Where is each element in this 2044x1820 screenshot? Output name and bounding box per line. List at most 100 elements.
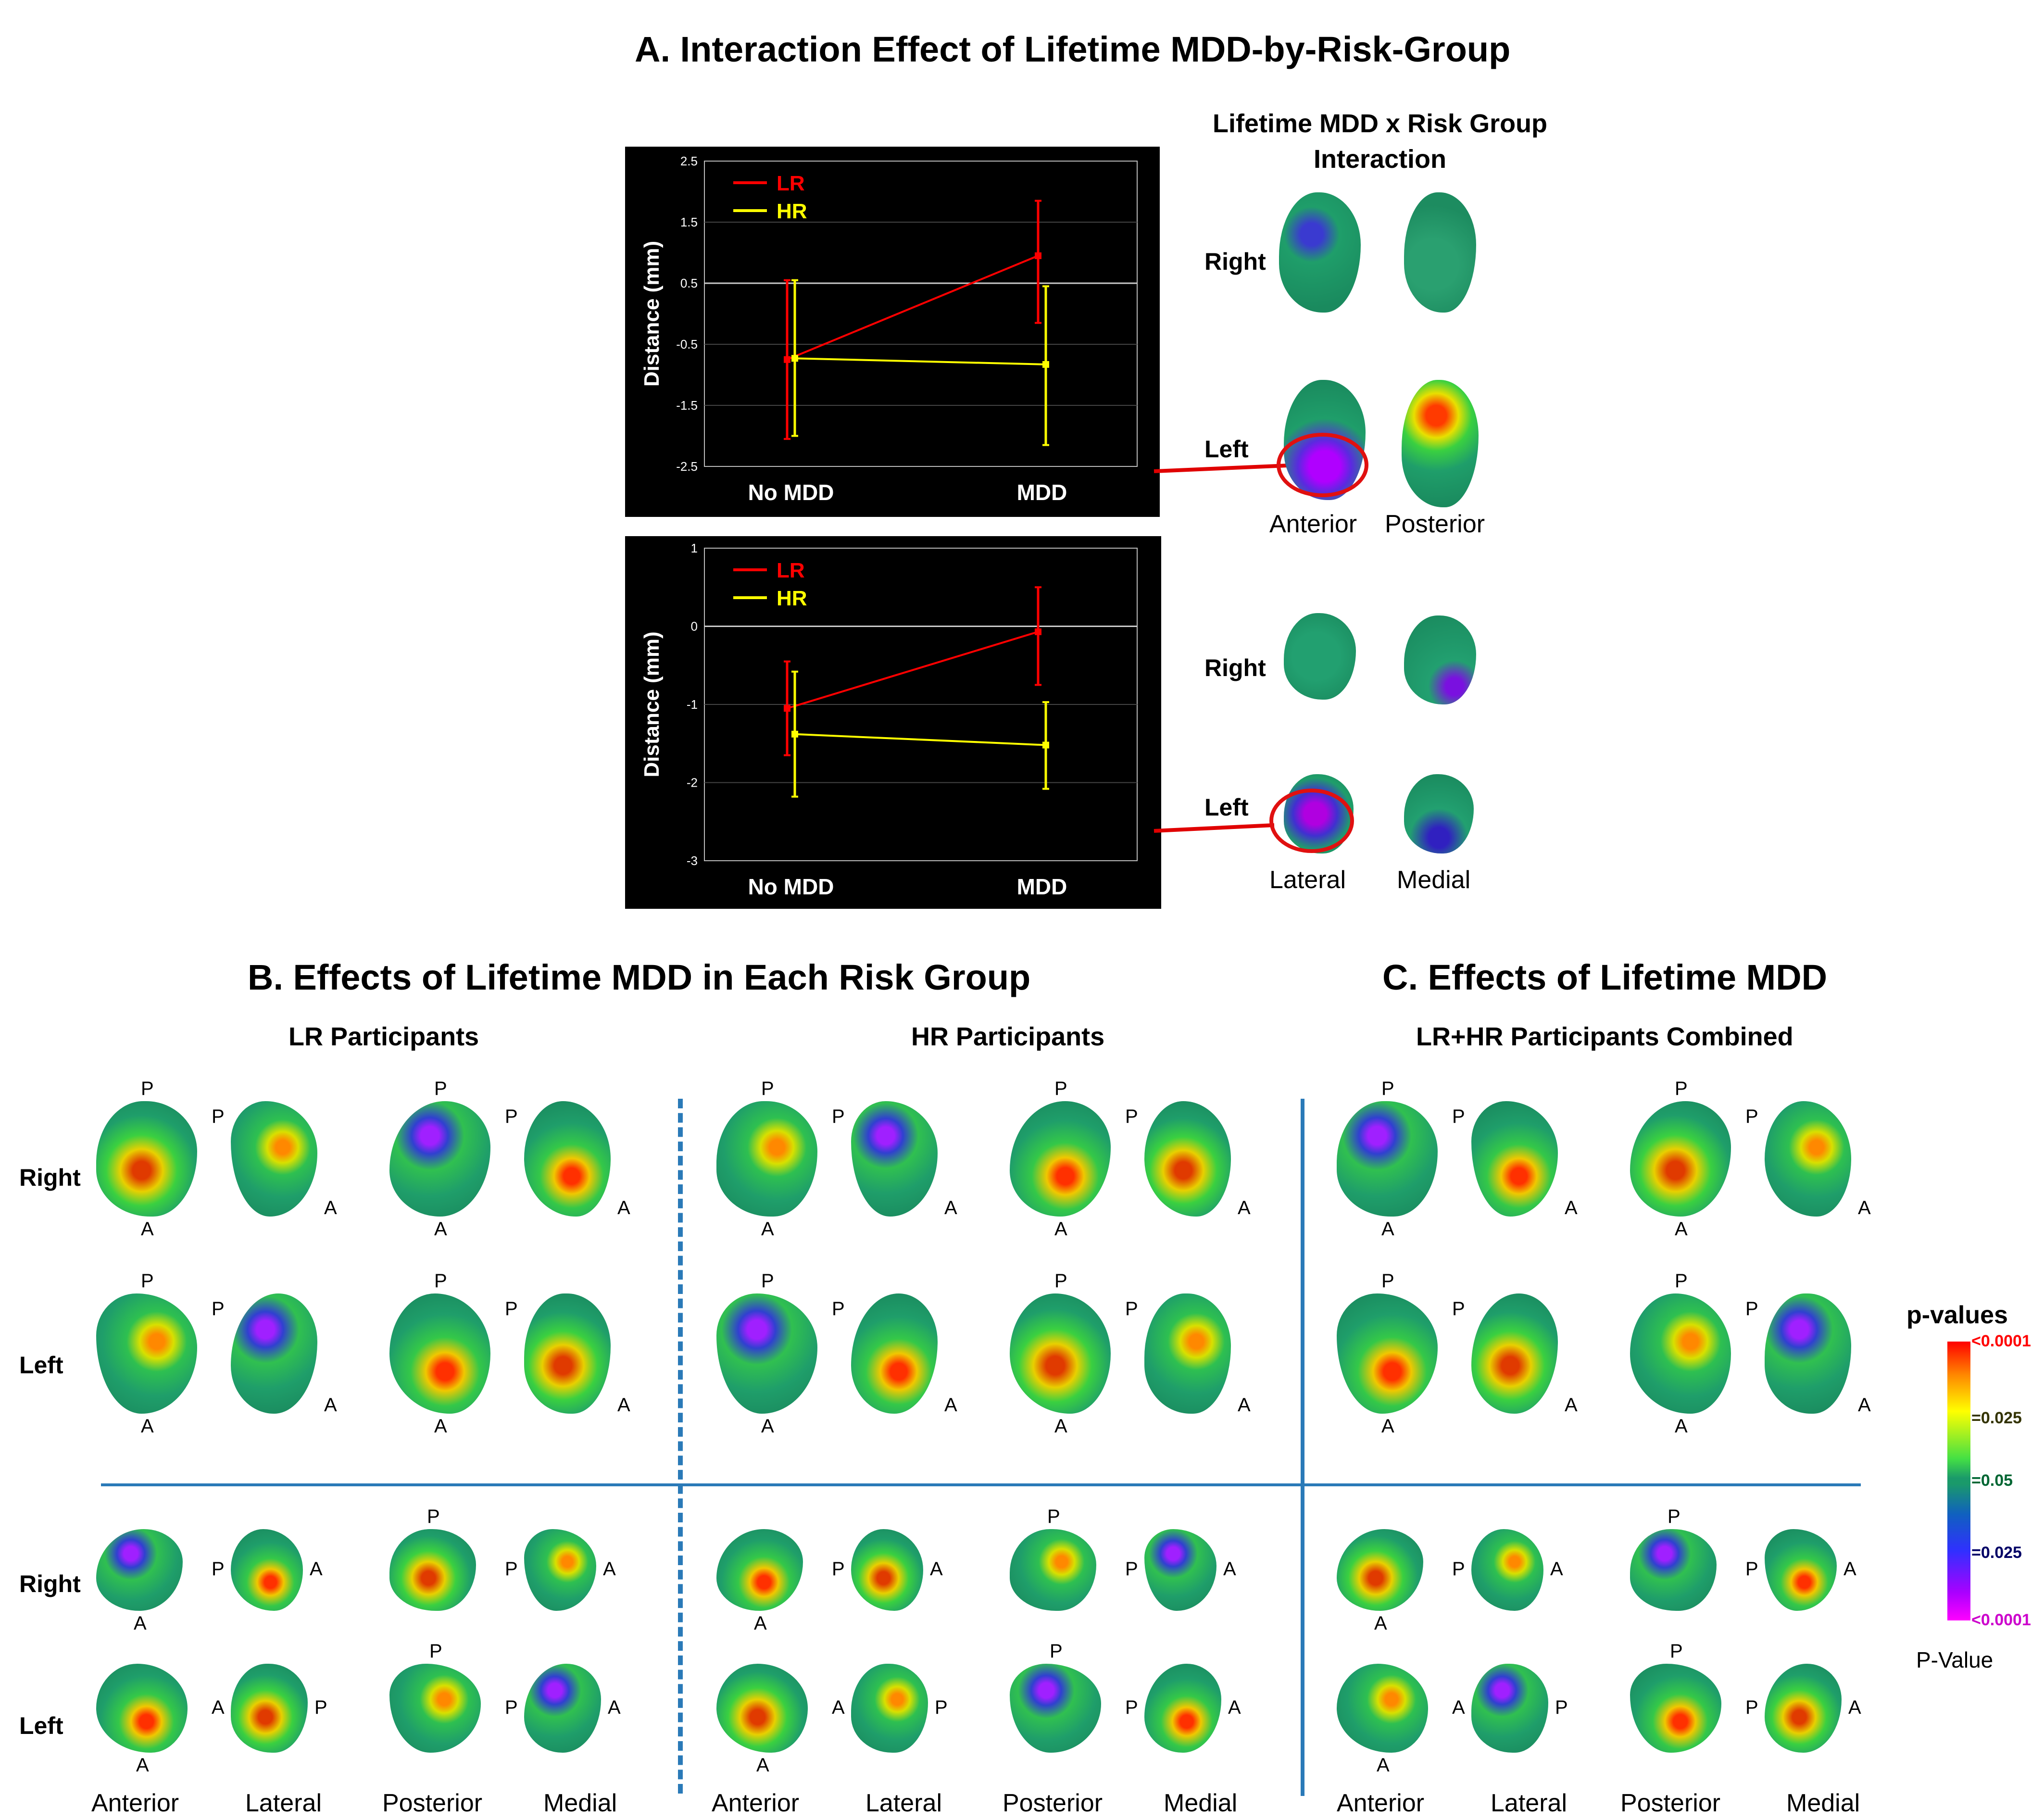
lr-amyg-right-medial-letter-left: P — [505, 1558, 518, 1580]
subtitle-hr: HR Participants — [911, 1022, 1105, 1051]
colorbar-label-top: <0.0001 — [1971, 1332, 2031, 1350]
lr-amyg-right-medial-shape — [524, 1529, 596, 1611]
c-amyg-right-anterior-shape — [1337, 1529, 1423, 1611]
hr-amyg-left-lateral-letter-right: P — [935, 1696, 948, 1718]
amygdala-right-lateral-shape — [1284, 613, 1356, 700]
c-hippo-left-lateral-letter-left: P — [1452, 1298, 1465, 1319]
y-tick-label-1-1: 1.5 — [680, 215, 698, 229]
x-tick-label-2-1: MDD — [1017, 874, 1067, 899]
lr-amyg-left-posterior-letter-p: P — [429, 1641, 442, 1662]
lr-amyg-left-lateral-letter-left: A — [212, 1696, 225, 1718]
c-amyg-right-posterior-shape — [1630, 1529, 1717, 1611]
c-hippo-left-posterior-shape — [1630, 1293, 1731, 1414]
legend-label-hr-2: HR — [777, 587, 807, 610]
interaction-label: Lifetime MDD x Risk Group Interaction — [1188, 106, 1572, 177]
lr-hippo-right-lateral-letter-left: P — [212, 1106, 225, 1127]
c-hippo-right-posterior-letter-p: P — [1675, 1078, 1688, 1099]
lr-hippo-right-anterior-shape — [96, 1101, 197, 1217]
hr-hippo-right-medial-letter-right: A — [1238, 1197, 1251, 1218]
hr-hippo-right-posterior-letter-p: P — [1054, 1078, 1067, 1099]
c-amyg-right-medial-letter-right: A — [1843, 1558, 1856, 1580]
data-point-lr-1-1 — [1035, 252, 1041, 259]
lr-hippo-left-medial-letter-right: A — [617, 1394, 630, 1416]
c-amyg-left-lateral-shape — [1471, 1664, 1548, 1753]
a-view-posterior: Posterior — [1385, 510, 1485, 538]
highlight-circle-1 — [1277, 433, 1368, 497]
c-hippo-left-lateral-shape — [1471, 1293, 1558, 1414]
x-tick-label-1-0: No MDD — [748, 480, 834, 505]
hr-amyg-right-anterior-letter-a: A — [754, 1613, 767, 1634]
data-point-hr-1-1 — [1042, 361, 1049, 368]
hr-amyg-left-medial-shape — [1144, 1664, 1221, 1753]
data-point-lr-2-1 — [1035, 628, 1041, 635]
b-lr-view-medial: Medial — [543, 1789, 617, 1817]
hr-amyg-left-anterior-shape — [716, 1664, 808, 1753]
lr-hippo-right-anterior-letter-a: A — [141, 1218, 154, 1240]
c-amyg-left-medial-letter-left: P — [1745, 1696, 1758, 1718]
lr-amyg-left-lateral-letter-right: P — [314, 1696, 327, 1718]
lr-amyg-right-lateral-letter-right: A — [310, 1558, 323, 1580]
c-amyg-left-anterior-letter-a: A — [1377, 1755, 1390, 1776]
colorbar-gradient — [1947, 1342, 1970, 1620]
c-amyg-right-anterior-letter-a: A — [1374, 1613, 1387, 1634]
c-hippo-left-anterior-letter-a: A — [1381, 1416, 1394, 1437]
lr-amyg-right-medial-letter-right: A — [603, 1558, 616, 1580]
lr-hippo-left-lateral-letter-left: P — [212, 1298, 225, 1319]
b-hr-view-posterior: Posterior — [1003, 1789, 1103, 1817]
hr-hippo-left-anterior-letter-a: A — [761, 1416, 774, 1437]
y-tick-label-2-0: 1 — [691, 541, 698, 555]
data-point-lr-1-0 — [784, 356, 790, 363]
highlight-circle-2 — [1269, 789, 1354, 853]
hr-amyg-right-lateral-letter-left: P — [832, 1558, 845, 1580]
x-tick-label-2-0: No MDD — [748, 874, 834, 899]
y-tick-label-2-1: 0 — [691, 619, 698, 634]
data-point-hr-2-1 — [1042, 741, 1049, 749]
c-amyg-right-lateral-shape — [1471, 1529, 1543, 1611]
hr-amyg-left-lateral-shape — [851, 1664, 928, 1753]
hr-hippo-left-anterior-letter-p: P — [761, 1270, 774, 1292]
y-tick-label-1-2: 0.5 — [680, 276, 698, 290]
c-hippo-left-medial-letter-right: A — [1858, 1394, 1871, 1416]
connector-line-1 — [1154, 464, 1289, 473]
c-hippo-left-posterior-letter-p: P — [1675, 1270, 1688, 1292]
c-hippo-left-medial-shape — [1765, 1293, 1851, 1414]
title-a: A. Interaction Effect of Lifetime MDD-by… — [635, 29, 1511, 69]
series-line-hr-2 — [794, 733, 1046, 746]
c-hippo-right-anterior-letter-p: P — [1381, 1078, 1394, 1099]
title-b: B. Effects of Lifetime MDD in Each Risk … — [248, 957, 1031, 997]
c-hippo-right-posterior-letter-a: A — [1675, 1218, 1688, 1240]
hr-amyg-left-posterior-letter-p: P — [1050, 1641, 1063, 1662]
hr-amyg-right-anterior-shape — [716, 1529, 803, 1611]
c-view-posterior: Posterior — [1620, 1789, 1721, 1817]
chart-1: 2.5 1.5 0.5 -0.5 -1.5 -2.5 Distance (mm) No MDD… — [640, 154, 1138, 505]
c-view-lateral: Lateral — [1491, 1789, 1567, 1817]
hr-hippo-right-anterior-shape — [716, 1101, 817, 1217]
interaction-label-line2: Interaction — [1313, 145, 1447, 174]
lr-hippo-left-posterior-shape — [389, 1293, 490, 1414]
chart-panel-2: 1 0 -1 -2 -3 Distance (mm) No MDD MDD LR HR — [625, 536, 1161, 909]
hr-amyg-left-medial-letter-right: A — [1228, 1696, 1241, 1718]
colorbar-title: p-values — [1906, 1301, 2008, 1329]
a-label-right-2: Right — [1204, 654, 1266, 681]
y-axis-label-2: Distance (mm) — [640, 631, 664, 777]
hr-amyg-right-posterior-letter-p: P — [1047, 1506, 1060, 1527]
y-tick-label-2-2: -1 — [687, 697, 698, 712]
a-label-right-1: Right — [1204, 248, 1266, 275]
lr-amyg-right-posterior-letter-p: P — [427, 1506, 440, 1527]
colorbar-label-upper-mid: =0.025 — [1971, 1409, 2022, 1427]
b-label-right-hippo: Right — [19, 1164, 81, 1191]
c-view-anterior: Anterior — [1337, 1789, 1425, 1817]
legend-label-lr-1: LR — [777, 172, 805, 195]
c-amyg-left-medial-shape — [1765, 1664, 1842, 1753]
hr-amyg-right-medial-letter-right: A — [1223, 1558, 1236, 1580]
hr-hippo-right-lateral-letter-right: A — [944, 1197, 957, 1218]
lr-hippo-left-anterior-shape — [96, 1293, 197, 1414]
hr-amyg-left-anterior-letter-a: A — [756, 1755, 769, 1776]
lr-amyg-left-medial-shape — [524, 1664, 601, 1753]
c-hippo-right-anterior-letter-a: A — [1381, 1218, 1394, 1240]
c-amyg-right-medial-shape — [1765, 1529, 1837, 1611]
y-tick-label-2-3: -2 — [687, 776, 698, 790]
hippocampus-left-posterior-shape — [1402, 380, 1479, 507]
